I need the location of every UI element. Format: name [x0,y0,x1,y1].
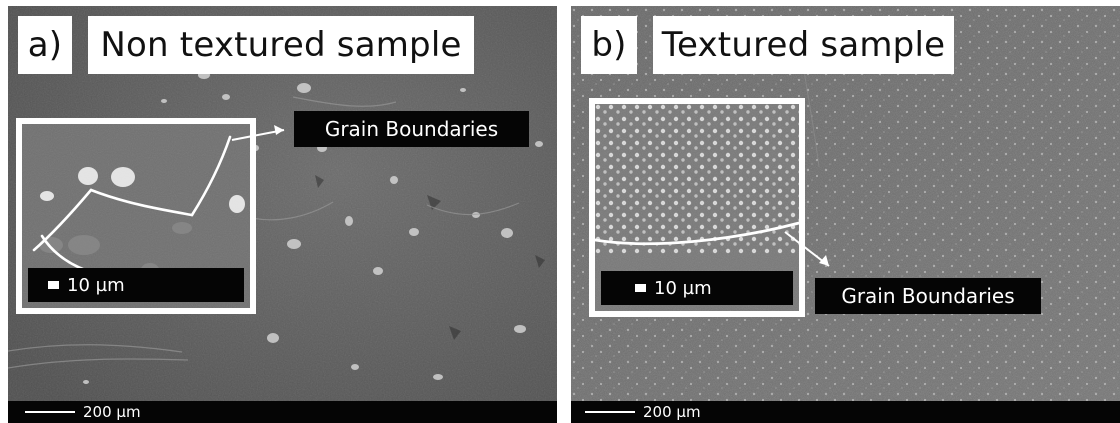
non-textured-inset: 10 µm [16,118,256,314]
grain-boundaries-label: Grain Boundaries [294,111,529,147]
panel-a-letter: a) [18,16,72,74]
textured-scale-bar: 200 µm [571,401,1120,423]
panel-b-title: Textured sample [653,16,954,74]
textured-inset: 10 µm [589,98,805,317]
scale-bar-icon [635,284,646,292]
non-textured-scale-bar: 200 µm [8,401,557,423]
scale-line [585,411,635,413]
non-textured-inset-scale-bar: 10 µm [28,268,244,302]
scale-label: 200 µm [643,403,701,421]
inset-scale-label: 10 µm [67,274,125,296]
non-textured-panel: a) Non textured sample [8,6,557,423]
scale-line [25,411,75,413]
textured-inset-scale-bar: 10 µm [601,271,793,305]
grain-boundaries-label: Grain Boundaries [815,278,1041,314]
scale-label: 200 µm [83,403,141,421]
scale-bar-icon [48,281,59,289]
non-textured-sem-image [8,6,557,423]
panel-b-letter: b) [581,16,637,74]
textured-panel: b) Textured sample [571,6,1120,423]
panel-a-title: Non textured sample [88,16,474,74]
inset-scale-label: 10 µm [654,277,712,299]
